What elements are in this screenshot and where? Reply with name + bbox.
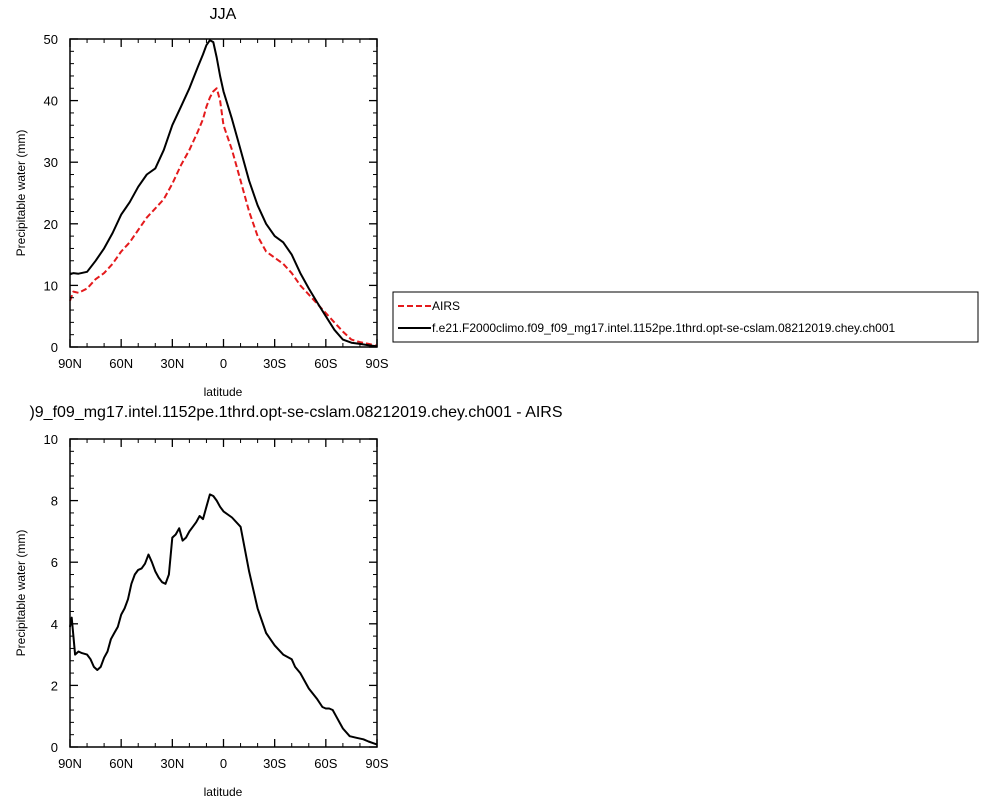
- x-tick-label: 60N: [109, 756, 133, 771]
- x-tick-label: 0: [220, 756, 227, 771]
- y-tick-label: 8: [51, 494, 58, 509]
- x-tick-label: 60N: [109, 356, 133, 371]
- y-tick-label: 40: [44, 94, 58, 109]
- y-tick-label: 2: [51, 678, 58, 693]
- y-tick-label: 30: [44, 155, 58, 170]
- chart-bottom-title: )9_f09_mg17.intel.1152pe.1thrd.opt-se-cs…: [29, 404, 562, 421]
- y-tick-label: 0: [51, 740, 58, 755]
- x-tick-label: 30N: [160, 356, 184, 371]
- series-line-0: [69, 87, 378, 347]
- chart-top: JJA Precipitable water (mm) latitude 90N…: [14, 6, 389, 399]
- chart-bottom-series: [69, 493, 378, 746]
- chart-top-series: [69, 39, 378, 348]
- y-tick-label: 20: [44, 217, 58, 232]
- x-tick-label: 90S: [365, 356, 388, 371]
- chart-bottom-xlabel: latitude: [204, 785, 243, 799]
- legend: AIRS f.e21.F2000climo.f09_f09_mg17.intel…: [392, 291, 979, 343]
- legend-box: [392, 291, 979, 343]
- x-tick-label: 60S: [314, 356, 337, 371]
- x-tick-label: 90S: [365, 756, 388, 771]
- x-tick-label: 30S: [263, 356, 286, 371]
- chart-top-ticks: 90N 60N 30N 0 30S 60S 90S 0 10 20 30 40 50: [44, 32, 389, 371]
- chart-bottom: )9_f09_mg17.intel.1152pe.1thrd.opt-se-cs…: [14, 404, 563, 799]
- chart-top-xlabel: latitude: [204, 385, 243, 399]
- y-tick-label: 10: [44, 278, 58, 293]
- chart-bottom-frame: [69, 438, 378, 748]
- y-tick-label: 0: [51, 340, 58, 355]
- chart-top-frame: [69, 38, 378, 348]
- y-tick-label: 50: [44, 32, 58, 47]
- x-tick-label: 90N: [58, 756, 82, 771]
- y-tick-label: 10: [44, 432, 58, 447]
- x-tick-label: 60S: [314, 756, 337, 771]
- x-tick-label: 0: [220, 356, 227, 371]
- series-line-1: [69, 39, 378, 348]
- y-tick-label: 6: [51, 555, 58, 570]
- chart-bottom-ylabel: Precipitable water (mm): [14, 530, 28, 657]
- chart-bottom-ticks: 90N 60N 30N 0 30S 60S 90S 0 2 4 6 8 10: [44, 432, 389, 771]
- x-tick-label: 30S: [263, 756, 286, 771]
- x-tick-label: 90N: [58, 356, 82, 371]
- y-tick-label: 4: [51, 617, 58, 632]
- chart-top-title: JJA: [210, 6, 237, 23]
- series-line-0: [69, 493, 378, 746]
- legend-label-airs: AIRS: [432, 299, 460, 313]
- chart-top-ylabel: Precipitable water (mm): [14, 130, 28, 257]
- x-tick-label: 30N: [160, 756, 184, 771]
- legend-label-model: f.e21.F2000climo.f09_f09_mg17.intel.1152…: [432, 321, 896, 335]
